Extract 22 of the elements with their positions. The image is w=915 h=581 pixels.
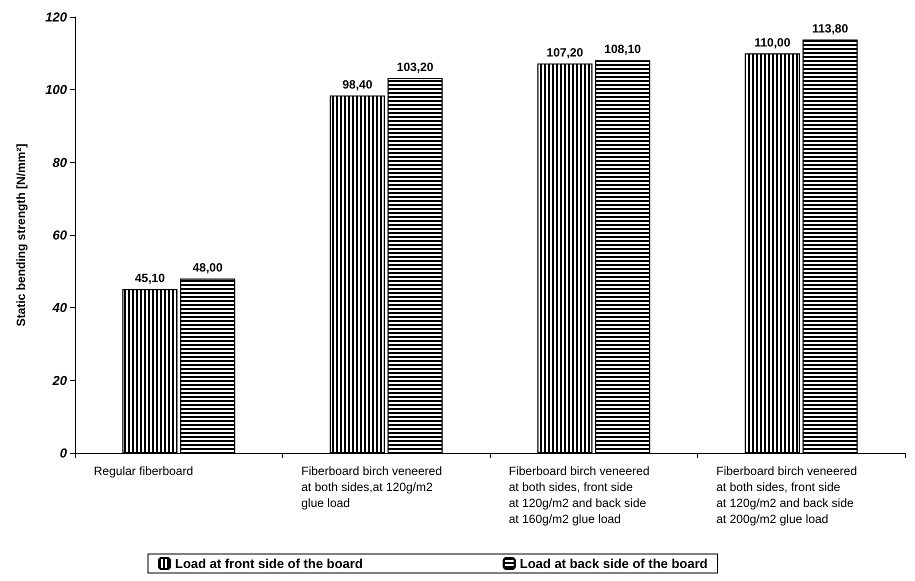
legend-label: Load at front side of the board (175, 556, 363, 571)
y-tick-label: 120 (45, 10, 68, 24)
y-tick-label: 80 (52, 154, 68, 170)
y-tick-label: 40 (52, 300, 68, 316)
y-axis-title: Static bending strength [N/mm²] (14, 144, 28, 326)
x-tick-label: Fiberboard birch veneered at both sides,at 120g/m2 glue load (301, 464, 442, 510)
y-tick-label: 20 (52, 372, 68, 388)
data-label: 98,40 (342, 77, 373, 92)
y-tick-label: 100 (45, 82, 68, 98)
x-tick-label: Fiberboard birch veneered at both sides, front side at 120g/m2 and back side at 200g/m2 glue load (716, 464, 857, 526)
data-label: 103,20 (396, 60, 434, 74)
data-label: 113,80 (812, 22, 848, 36)
y-tick-label: 60 (52, 228, 68, 242)
data-label: 108,10 (604, 42, 642, 56)
data-label: 48,00 (192, 260, 223, 275)
data-label: 110,00 (754, 35, 791, 50)
x-tick-label: Regular fiberboard (94, 464, 194, 478)
x-tick-label: Fiberboard birch veneered at both sides, front side at 120g/m2 and back side at 160g/m2 glue load (508, 464, 650, 526)
data-label: 107,20 (546, 46, 584, 60)
data-label: 45,10 (134, 271, 166, 286)
y-tick-label: 0 (60, 446, 68, 460)
legend-label: Load at back side of the board (520, 556, 708, 571)
